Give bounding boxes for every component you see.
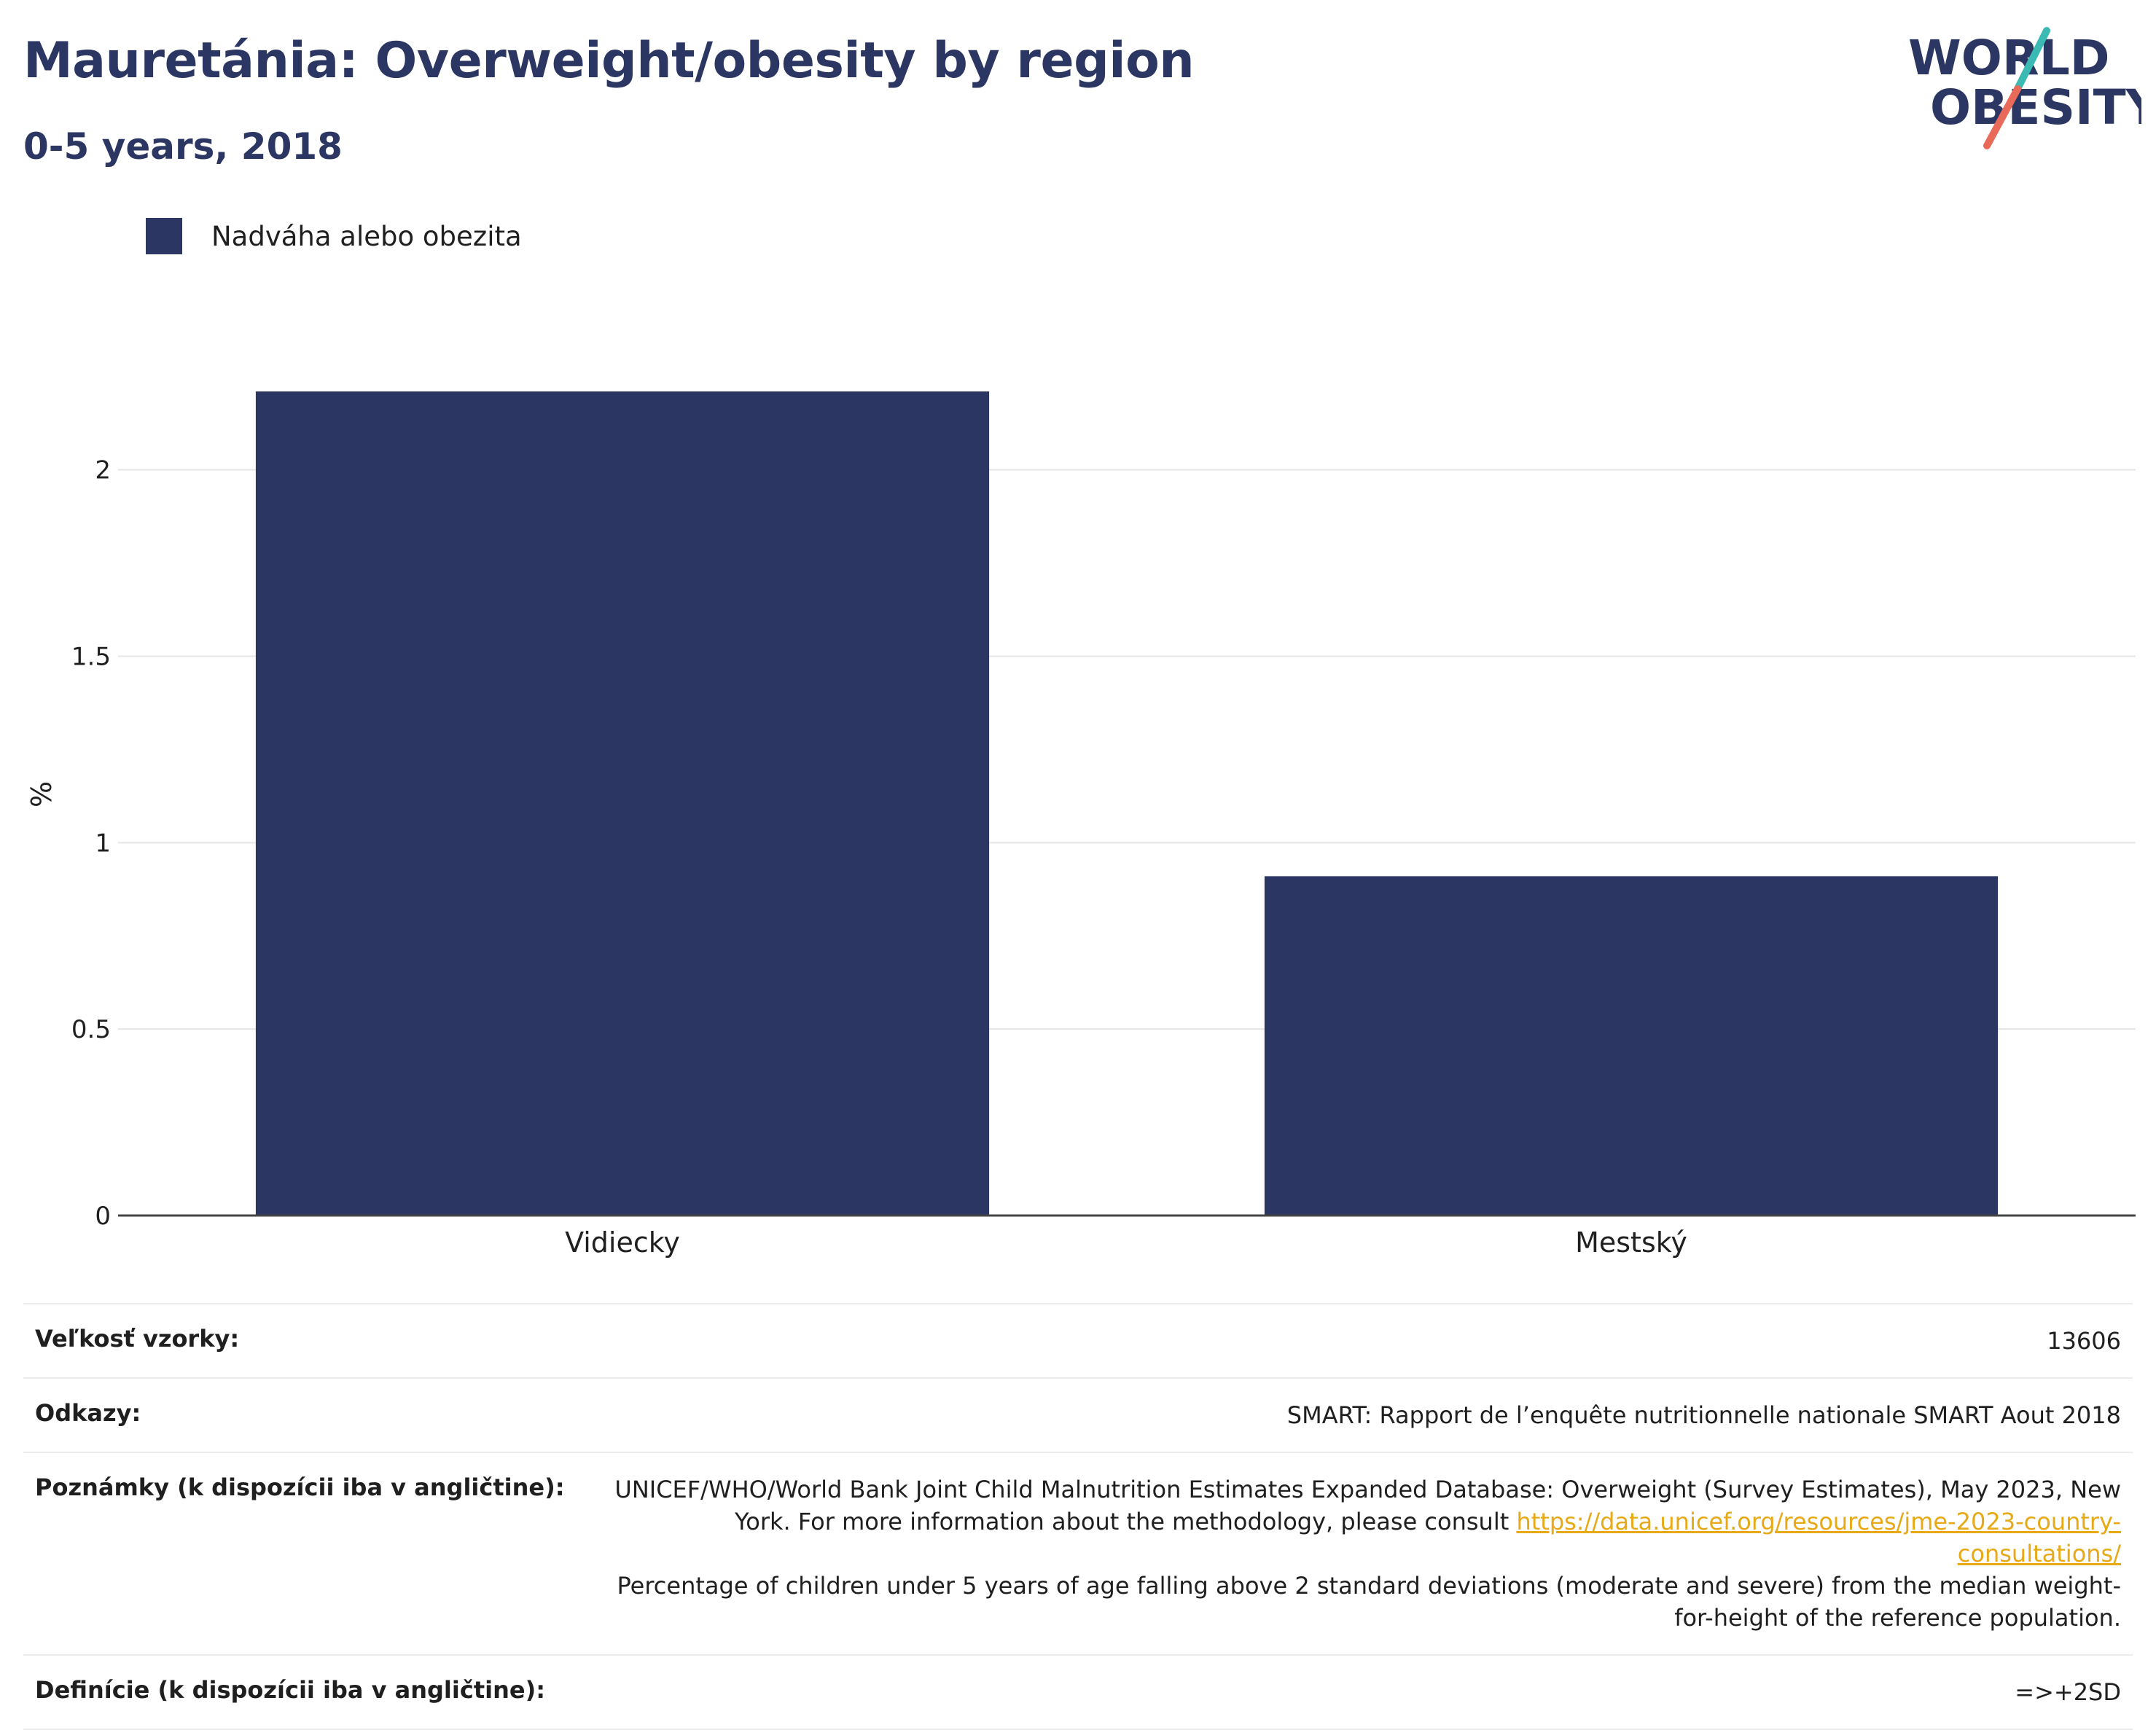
definitions-value: =>+2SD: [576, 1654, 2133, 1730]
sample-label: Veľkosť vzorky:: [23, 1303, 577, 1379]
notes-text: UNICEF/WHO/World Bank Joint Child Malnut…: [614, 1476, 2121, 1535]
notes-definition-text: Percentage of children under 5 years of …: [617, 1572, 2122, 1632]
y-tick-label: 1: [95, 829, 111, 858]
logo-slash-coral: [1983, 85, 2021, 149]
sample-value: 13606: [576, 1303, 2133, 1379]
y-axis-label: %: [26, 781, 58, 807]
notes-value: UNICEF/WHO/World Bank Joint Child Malnut…: [576, 1452, 2133, 1656]
info-table: Veľkosť vzorky: 13606 Odkazy: SMART: Rap…: [23, 1303, 2133, 1730]
bar-1[interactable]: [255, 391, 990, 1216]
logo-word-world: WORLD: [1908, 30, 2110, 86]
info-row-definitions: Definície (k dispozícii iba v angličtine…: [23, 1654, 2133, 1730]
y-tick-label: 1.5: [71, 643, 111, 672]
info-row-references: Odkazy: SMART: Rapport de l’enquête nutr…: [23, 1377, 2133, 1453]
info-row-notes: Poznámky (k dispozícii iba v angličtine)…: [23, 1452, 2133, 1656]
world-obesity-logo: WORLD OBESITY: [1908, 27, 2141, 149]
legend-label: Nadváha alebo obezita: [211, 220, 522, 252]
definitions-label: Definície (k dispozícii iba v angličtine…: [23, 1654, 577, 1730]
notes-link[interactable]: https://data.unicef.org/resources/jme-20…: [1516, 1508, 2121, 1567]
bar-chart: 0 0.5 1 1.5 2% Vidiecky Mestský: [26, 391, 2136, 1259]
y-tick-label: 2: [95, 456, 111, 485]
legend-swatch: [146, 218, 182, 254]
x-tick-label: Mestský: [1575, 1226, 1687, 1259]
info-row-sample: Veľkosť vzorky: 13606: [23, 1303, 2133, 1379]
notes-label: Poznámky (k dispozícii iba v angličtine)…: [23, 1452, 577, 1656]
references-label: Odkazy:: [23, 1377, 577, 1453]
y-tick-label: 0.5: [71, 1015, 111, 1044]
y-tick-label: 0: [95, 1202, 111, 1231]
chart-title: Mauretánia: Overweight/obesity by region: [23, 32, 1195, 90]
references-value: SMART: Rapport de l’enquête nutritionnel…: [576, 1377, 2133, 1453]
chart-subtitle: 0-5 years, 2018: [23, 125, 343, 168]
x-tick-label: Vidiecky: [565, 1226, 680, 1259]
logo-slash-teal: [2014, 27, 2050, 93]
logo-word-obesity: OBESITY: [1930, 79, 2141, 136]
bar-2[interactable]: [1264, 876, 1999, 1216]
chart-legend[interactable]: Nadváha alebo obezita: [146, 216, 522, 257]
